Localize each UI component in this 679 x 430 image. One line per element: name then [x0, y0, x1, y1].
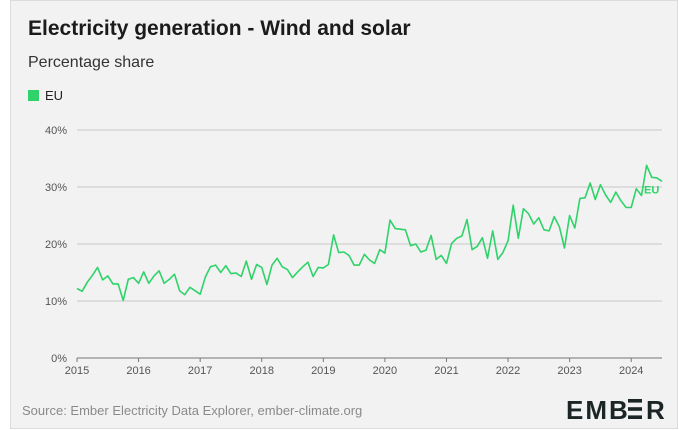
x-tick-label: 2015 — [65, 365, 89, 377]
x-tick-label: 2021 — [434, 365, 458, 377]
legend-label-eu: EU — [45, 88, 64, 103]
y-tick-label: 30% — [45, 182, 67, 194]
x-tick-label: 2024 — [619, 365, 643, 377]
chart-card: 0% 10% 20% 30% 40% 2015 2016 2017 2018 2019 2020 20… — [10, 0, 678, 429]
ember-logo[interactable]: EMB R — [566, 395, 670, 423]
y-tick-label: 0% — [51, 353, 67, 365]
series-end-label: EU — [644, 184, 659, 196]
logo-e-mark — [628, 399, 642, 419]
line-chart: 0% 10% 20% 30% 40% 2015 2016 2017 2018 2019 2020 20… — [45, 125, 663, 377]
y-tick-label: 40% — [45, 125, 67, 137]
legend-swatch-eu — [28, 90, 39, 101]
x-tick-label: 2018 — [249, 365, 273, 377]
svg-text:R: R — [646, 395, 665, 423]
source-note: Source: Ember Electricity Data Explorer,… — [22, 403, 363, 418]
x-tick-label: 2019 — [311, 365, 335, 377]
series-line-eu — [76, 164, 663, 302]
chart-subtitle: Percentage share — [28, 54, 155, 71]
x-tick-label: 2023 — [557, 365, 581, 377]
x-tick-label: 2017 — [188, 365, 212, 377]
y-tick-label: 20% — [45, 239, 67, 251]
x-tick-label: 2016 — [126, 365, 150, 377]
y-tick-label: 10% — [45, 296, 67, 308]
svg-text:EMB: EMB — [566, 395, 630, 423]
x-tick-label: 2020 — [373, 365, 397, 377]
x-tick-label: 2022 — [496, 365, 520, 377]
legend: EU — [28, 88, 63, 103]
chart-title: Electricity generation - Wind and solar — [28, 17, 411, 40]
